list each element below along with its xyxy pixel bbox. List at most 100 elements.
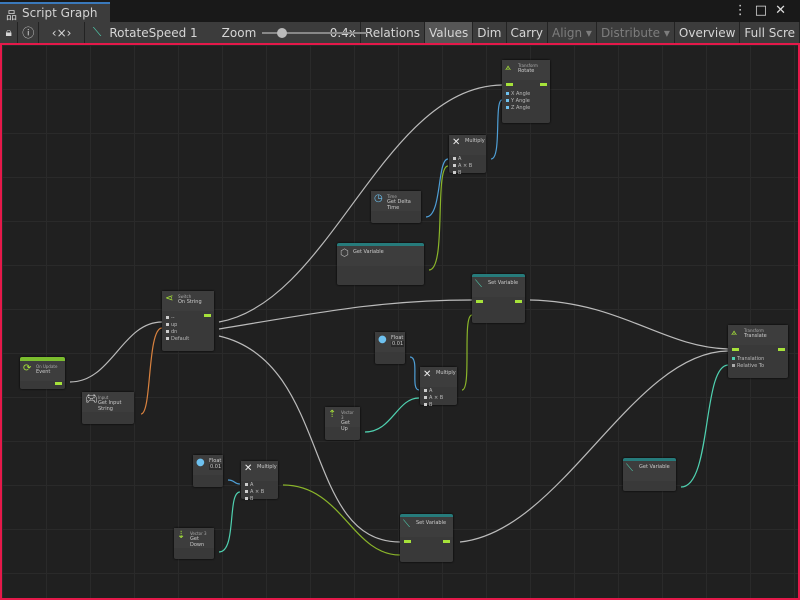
flow-in-port[interactable] (506, 82, 513, 88)
port[interactable]: A × B (245, 489, 264, 495)
node-title: Time (387, 194, 397, 199)
node-title: Get Variable (639, 464, 670, 470)
node-title: Set Variable (488, 280, 519, 286)
node-title: Float (209, 458, 222, 464)
values-button[interactable]: Values (425, 22, 474, 43)
node-icon: ✕ (423, 369, 432, 380)
float-value-field[interactable]: 0.01 (209, 464, 223, 470)
flow-out-port[interactable] (204, 313, 211, 319)
maximize-icon[interactable]: □ (754, 3, 776, 18)
port[interactable]: B (245, 496, 253, 502)
code-icon[interactable]: ‹×› (39, 22, 85, 43)
flow-out-port[interactable] (778, 347, 785, 353)
info-icon[interactable]: ⓘ (18, 22, 40, 43)
node-icon: ✕ (452, 137, 461, 148)
node-get-up[interactable]: ⇡ Vector 3 Get Up (325, 407, 360, 440)
wire-mulmid-setmid (461, 314, 473, 391)
node-icon: ⬡ (340, 248, 349, 259)
tab-script-graph[interactable]: 品 Script Graph (0, 2, 110, 22)
fullscreen-button[interactable]: Full Scre (740, 22, 800, 43)
port[interactable]: Z Angle (506, 105, 530, 111)
align-dropdown[interactable]: Align ▾ (548, 22, 597, 43)
port[interactable]: X Angle (506, 91, 530, 97)
wire-getvar-mul (428, 165, 449, 271)
port[interactable]: -- (166, 315, 175, 321)
wire-getup-mul (364, 397, 420, 433)
node-icon: ⟍ (403, 519, 410, 530)
port[interactable]: A × B (424, 395, 443, 401)
hierarchy-icon: 品 (6, 9, 17, 22)
node-subtitle: Rotate (518, 68, 535, 74)
port[interactable]: Translation (732, 356, 764, 362)
node-input[interactable]: 🎮︎ Input Get Input String (82, 392, 134, 424)
dim-button[interactable]: Dim (473, 22, 507, 43)
wire-mulbot-setbot (282, 484, 401, 556)
zoom-slider-thumb[interactable] (276, 27, 287, 38)
flow-out-port[interactable] (540, 82, 547, 88)
node-get-down[interactable]: ⇣ Vector 3 Get Down (174, 528, 214, 559)
relations-button[interactable]: Relations (361, 22, 426, 43)
port[interactable]: Y Angle (506, 98, 530, 104)
node-get-var-top[interactable]: ⬡ Get Variable (337, 243, 424, 285)
node-subtitle: On String (178, 299, 202, 305)
node-title: Get Variable (353, 249, 384, 255)
lock-icon[interactable]: 🔒︎ (0, 22, 19, 43)
port[interactable]: A (424, 388, 432, 394)
node-rotate[interactable]: ⟑ Transform Rotate X Angle Y Angle Z Angle (502, 60, 550, 123)
flow-out-port[interactable] (443, 539, 450, 545)
wire-input-switch (140, 327, 163, 415)
graph-canvas[interactable] (0, 43, 800, 600)
node-float-bot[interactable]: ● Float 0.01 (193, 455, 223, 487)
port[interactable]: up (166, 322, 177, 328)
port[interactable]: A (453, 156, 461, 162)
port[interactable]: B (424, 402, 432, 408)
node-icon: ⋖ (165, 293, 174, 304)
window-buttons: ⋮□✕ (734, 3, 794, 18)
distribute-dropdown[interactable]: Distribute ▾ (597, 22, 675, 43)
node-subtitle: Get Up (341, 420, 350, 432)
port[interactable]: B (453, 170, 461, 176)
node-title: Float (391, 335, 404, 341)
node-title: Transform (744, 328, 764, 333)
wire-getvar-translate (680, 364, 729, 488)
node-icon: ⇣ (177, 530, 186, 541)
flow-in-port[interactable] (476, 299, 483, 305)
node-title: Multiply (257, 464, 277, 470)
node-title: Vector 3 (190, 531, 207, 536)
carry-button[interactable]: Carry (507, 22, 548, 43)
wire-mul-rotate (490, 99, 503, 160)
zoom-slider[interactable] (262, 27, 368, 38)
connections (69, 84, 729, 556)
port[interactable]: dn (166, 329, 177, 335)
node-get-var-right[interactable]: ⟍ Get Variable (623, 458, 676, 491)
flow-out-port[interactable] (55, 381, 62, 387)
node-subtitle: Get Down (190, 536, 205, 548)
overview-button[interactable]: Overview (675, 22, 741, 43)
node-set-var-mid[interactable]: ⟍ Set Variable (472, 274, 525, 323)
node-on-update[interactable]: ⟳ On Update Event (20, 357, 65, 389)
node-time[interactable]: ◷ Time Get Delta Time (371, 191, 421, 223)
node-icon: ⇡ (328, 409, 337, 420)
float-value-field[interactable]: 0.01 (391, 341, 405, 347)
graph-zoom-area: ⟍ RotateSpeed 1 Zoom 0.4x (85, 22, 368, 43)
flow-in-port[interactable] (404, 539, 411, 545)
flow-out-port[interactable] (515, 299, 522, 305)
node-set-var-bot[interactable]: ⟍ Set Variable (400, 514, 453, 562)
more-menu-icon[interactable]: ⋮ (733, 3, 755, 18)
port[interactable]: Default (166, 336, 189, 342)
node-switch[interactable]: ⋖ Switch On String -- up dn Default (162, 291, 214, 351)
flow-in-port[interactable] (732, 347, 739, 353)
port[interactable]: A (245, 482, 253, 488)
port[interactable]: Relative To (732, 363, 764, 369)
node-translate[interactable]: ⟑ Transform Translate Translation Relative T… (728, 325, 788, 378)
node-title: Switch (178, 294, 192, 299)
wire-switch-rotate (218, 84, 503, 323)
node-float-mid[interactable]: ● Float 0.01 (375, 332, 405, 364)
port[interactable]: A × B (453, 163, 472, 169)
wire-setmid-translate (529, 299, 729, 350)
close-icon[interactable]: ✕ (775, 3, 794, 18)
node-icon: ⟑ (505, 62, 512, 73)
